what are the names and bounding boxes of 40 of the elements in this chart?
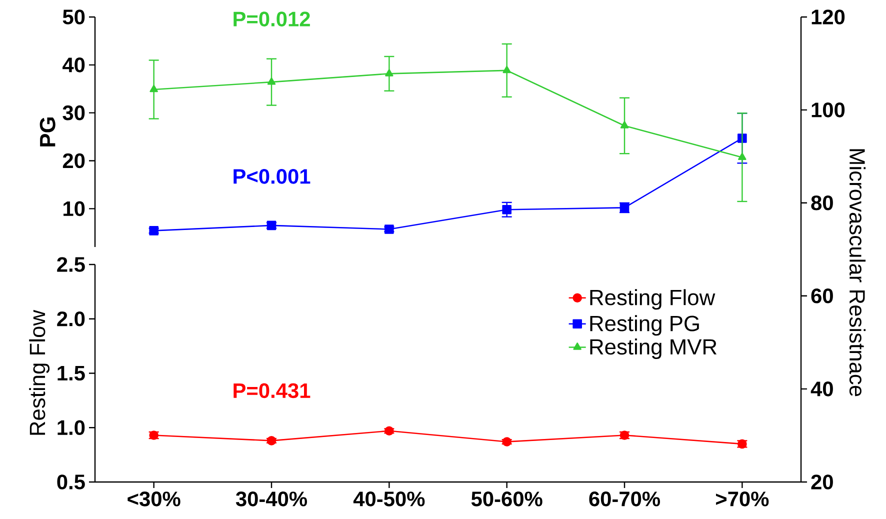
point bbox=[150, 84, 158, 92]
y2-tick-label: 20 bbox=[811, 474, 833, 490]
legend-label: Resting Flow bbox=[590, 289, 716, 310]
x-tick-label: 30-40% bbox=[236, 492, 307, 506]
point bbox=[266, 436, 276, 446]
point bbox=[738, 152, 746, 160]
y2-axis-title: Microvascular Resistnace bbox=[849, 149, 866, 396]
point bbox=[502, 66, 511, 74]
y-axis-title: PG bbox=[40, 118, 56, 146]
y-tick-label: 10 bbox=[64, 201, 85, 216]
x-tick-label: <30% bbox=[128, 492, 180, 506]
y2-tick-label: 60 bbox=[811, 288, 833, 304]
y-tick-label: 40 bbox=[62, 58, 85, 72]
y2-tick-label: 40 bbox=[810, 382, 833, 396]
annotation: P=0.012 bbox=[234, 12, 310, 26]
point bbox=[385, 69, 394, 76]
y-axis-title: Resting Flow bbox=[29, 310, 50, 435]
x-tick-label: 60-70% bbox=[589, 492, 660, 506]
y-tick-label: 2.5 bbox=[57, 257, 85, 272]
point bbox=[267, 77, 276, 85]
x-tick-label: >70% bbox=[716, 492, 769, 506]
y-tick-label: 20 bbox=[62, 153, 85, 168]
y-tick-label: 2.0 bbox=[57, 311, 85, 326]
annotation: P=0.431 bbox=[234, 383, 310, 398]
point bbox=[620, 121, 629, 128]
x-tick-label: 40-50% bbox=[353, 492, 425, 506]
point bbox=[384, 426, 394, 436]
point bbox=[502, 204, 512, 214]
y2-tick-label: 120 bbox=[812, 10, 845, 24]
y2-tick-label: 100 bbox=[812, 102, 845, 118]
y2-tick-label: 80 bbox=[811, 195, 833, 210]
y-tick-label: 30 bbox=[62, 105, 85, 120]
y-tick-label: 1.5 bbox=[58, 366, 85, 381]
y-tick-label: 1.0 bbox=[58, 420, 85, 436]
annotation: P<0.001 bbox=[234, 169, 310, 184]
legend-label: Resting PG bbox=[590, 315, 699, 336]
x-tick-label: 50-60% bbox=[471, 492, 542, 506]
y-tick-label: 50 bbox=[62, 10, 85, 24]
legend-label: Resting MVR bbox=[590, 338, 717, 359]
y-tick-label: 0.5 bbox=[57, 474, 85, 490]
